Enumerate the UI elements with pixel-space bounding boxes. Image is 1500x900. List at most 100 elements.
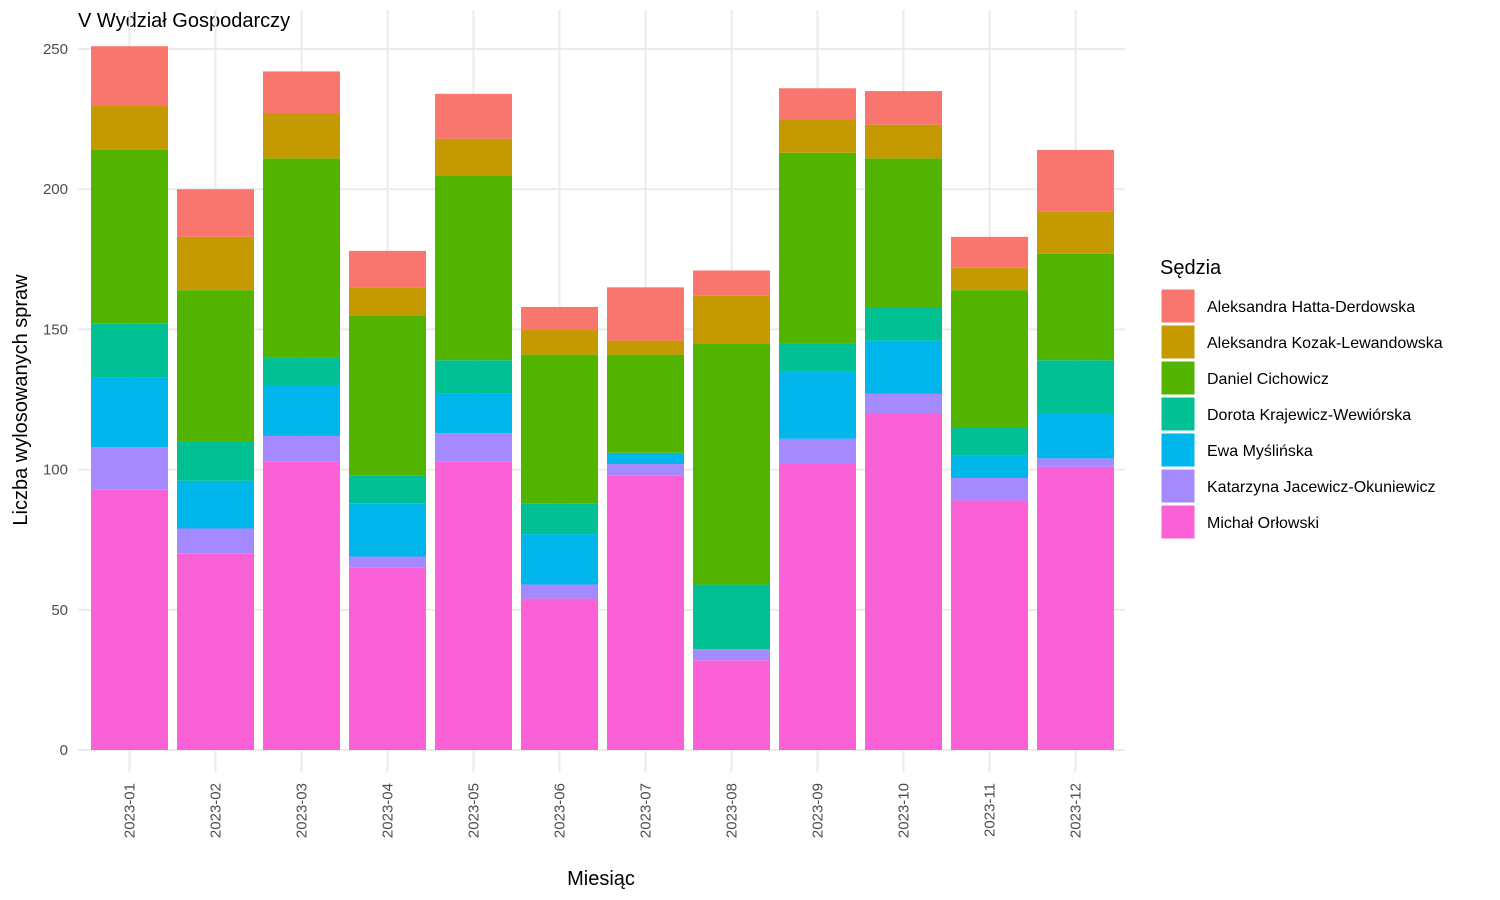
x-tick-label: 2023-12: [1068, 783, 1085, 838]
bar-segment: [865, 306, 942, 341]
legend: Aleksandra Hatta-Derdowska Aleksandra Koz…: [1160, 288, 1443, 540]
bar-segment: [263, 71, 340, 114]
x-tick-label: 2023-11: [982, 783, 999, 837]
bar-segment: [779, 343, 856, 372]
bar-segment: [693, 649, 770, 661]
bar-segment: [91, 447, 168, 490]
bar-segment: [693, 270, 770, 296]
bar-segment: [1037, 466, 1114, 750]
y-tick-label: 250: [43, 41, 68, 58]
bar-segment: [91, 377, 168, 448]
bar-segment: [1037, 149, 1114, 212]
bar-segment: [1037, 360, 1114, 414]
bar-segment: [349, 315, 426, 476]
bars: [91, 46, 1114, 750]
legend-label: Katarzyna Jacewicz-Okuniewicz: [1207, 479, 1436, 496]
legend-key: [1160, 396, 1196, 432]
bar-segment: [779, 88, 856, 120]
bar-segment: [607, 463, 684, 476]
bar-segment: [779, 438, 856, 464]
bar-segment: [177, 528, 254, 554]
legend-label: Michał Orłowski: [1207, 515, 1319, 532]
legend-key: [1160, 288, 1196, 324]
y-tick-label: 150: [43, 321, 68, 338]
bar-segment: [177, 290, 254, 442]
bar-segment: [521, 534, 598, 585]
x-tick-label: 2023-10: [896, 783, 913, 838]
bar-segment: [693, 660, 770, 750]
bar-segment: [951, 236, 1028, 268]
bar-segment: [521, 598, 598, 750]
legend-key: [1160, 360, 1196, 396]
bar-segment: [779, 463, 856, 750]
bar-segment: [349, 567, 426, 750]
y-tick-label: 200: [43, 181, 68, 198]
legend-key: [1160, 468, 1196, 504]
bar-segment: [865, 340, 942, 394]
bar-segment: [1037, 211, 1114, 254]
bar-segment: [865, 158, 942, 307]
bar-segment: [263, 158, 340, 358]
bar-segment: [177, 189, 254, 237]
bar-segment: [263, 357, 340, 386]
bar-segment: [607, 452, 684, 464]
bar-segment: [435, 393, 512, 434]
bar-segment: [951, 290, 1028, 428]
bar-segment: [177, 236, 254, 291]
bar-segment: [693, 295, 770, 344]
bar-segment: [779, 119, 856, 153]
bar-segment: [435, 433, 512, 462]
legend-label: Daniel Cichowicz: [1207, 371, 1329, 388]
bar-segment: [91, 149, 168, 324]
bar-segment: [1037, 413, 1114, 459]
x-tick-label: 2023-01: [122, 783, 139, 838]
bar-segment: [951, 427, 1028, 456]
gridlines: [78, 10, 1125, 772]
bar-segment: [263, 461, 340, 750]
bar-segment: [521, 329, 598, 355]
bar-segment: [263, 435, 340, 462]
bar-segment: [91, 46, 168, 106]
bar-segment: [951, 455, 1028, 479]
bar-segment: [435, 93, 512, 139]
bar-segment: [951, 500, 1028, 750]
bar-segment: [263, 113, 340, 159]
x-axis-ticks: 2023-01 2023-02 2023-03 2023-04 2023-05 2023-…: [122, 783, 1085, 838]
bar-segment: [521, 503, 598, 535]
x-axis-title: Miesiąc: [567, 868, 635, 890]
bar-segment: [779, 371, 856, 439]
bar-segment: [435, 360, 512, 394]
y-tick-label: 0: [60, 742, 68, 759]
bar-segment: [435, 461, 512, 750]
bar-segment: [865, 91, 942, 125]
chart-title: V Wydział Gospodarczy: [78, 10, 290, 32]
bar-segment: [349, 556, 426, 568]
legend-key: [1160, 324, 1196, 360]
bar-segment: [607, 354, 684, 453]
bar-segment: [177, 441, 254, 481]
bar-segment: [693, 343, 770, 585]
x-tick-label: 2023-02: [208, 783, 225, 838]
bar-segment: [349, 503, 426, 557]
legend-key: [1160, 504, 1196, 540]
x-tick-label: 2023-05: [466, 783, 483, 838]
bar-segment: [1037, 253, 1114, 361]
bar-segment: [607, 287, 684, 341]
bar-segment: [951, 267, 1028, 291]
bar-segment: [521, 354, 598, 504]
y-tick-label: 50: [51, 602, 68, 619]
bar-segment: [951, 478, 1028, 501]
bar-segment: [349, 287, 426, 316]
bar-segment: [865, 413, 942, 750]
legend-label: Aleksandra Hatta-Derdowska: [1207, 299, 1415, 316]
bar-segment: [435, 138, 512, 176]
legend-label: Ewa Myślińska: [1207, 443, 1313, 460]
bar-segment: [177, 480, 254, 529]
bar-segment: [607, 340, 684, 355]
x-tick-label: 2023-09: [810, 783, 827, 838]
bar-segment: [865, 393, 942, 414]
bar-segment: [521, 306, 598, 330]
y-tick-label: 100: [43, 462, 68, 479]
x-tick-label: 2023-03: [294, 783, 311, 838]
